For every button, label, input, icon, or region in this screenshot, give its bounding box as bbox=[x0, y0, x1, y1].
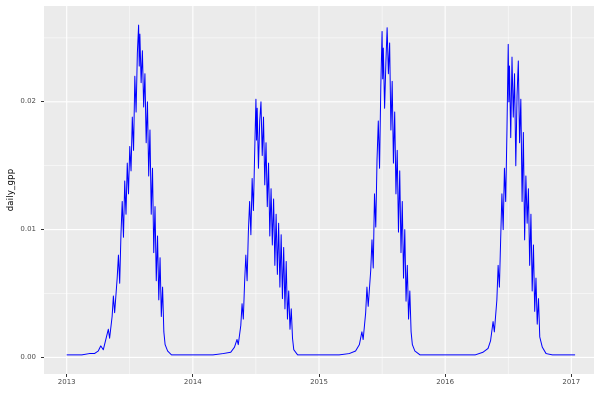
x-tick-mark bbox=[318, 374, 320, 377]
x-tick-label: 2014 bbox=[183, 378, 202, 386]
y-tick-label: 0.00 bbox=[20, 352, 36, 361]
y-tick-mark bbox=[41, 229, 44, 231]
x-axis: 2013 2014 2015 2016 2017 bbox=[44, 374, 594, 400]
x-tick-label: 2013 bbox=[57, 378, 76, 386]
plot-svg bbox=[44, 6, 594, 374]
plot-panel bbox=[44, 6, 594, 374]
y-tick-mark bbox=[41, 356, 44, 358]
y-axis: 0.00 0.01 0.02 bbox=[0, 6, 40, 374]
x-tick-mark bbox=[444, 374, 446, 377]
x-tick-label: 2016 bbox=[436, 378, 455, 386]
x-tick-mark bbox=[66, 374, 68, 377]
daily-gpp-line bbox=[66, 24, 576, 356]
x-tick-label: 2015 bbox=[310, 378, 328, 386]
y-tick-mark bbox=[41, 101, 44, 103]
y-tick-label: 0.01 bbox=[20, 225, 36, 234]
x-tick-label: 2017 bbox=[562, 378, 581, 386]
y-tick-label: 0.02 bbox=[20, 97, 36, 106]
x-tick-mark bbox=[192, 374, 194, 377]
x-tick-mark bbox=[570, 374, 572, 377]
